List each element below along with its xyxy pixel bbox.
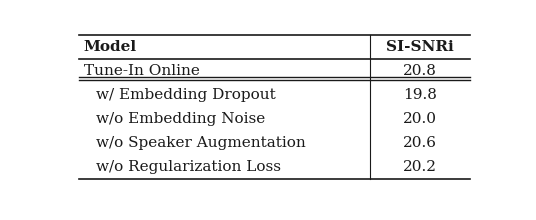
Text: 20.8: 20.8 — [403, 64, 437, 78]
Text: Model: Model — [84, 40, 137, 54]
Text: 19.8: 19.8 — [403, 88, 437, 102]
Text: 20.2: 20.2 — [403, 160, 437, 174]
Text: SI-SNRi: SI-SNRi — [386, 40, 454, 54]
Text: w/o Regularization Loss: w/o Regularization Loss — [96, 160, 281, 174]
Text: w/ Embedding Dropout: w/ Embedding Dropout — [96, 88, 276, 102]
Text: Tune-In Online: Tune-In Online — [84, 64, 199, 78]
Text: 20.6: 20.6 — [403, 136, 437, 150]
Text: w/o Embedding Noise: w/o Embedding Noise — [96, 112, 265, 126]
Text: w/o Speaker Augmentation: w/o Speaker Augmentation — [96, 136, 306, 150]
Text: 20.0: 20.0 — [403, 112, 437, 126]
